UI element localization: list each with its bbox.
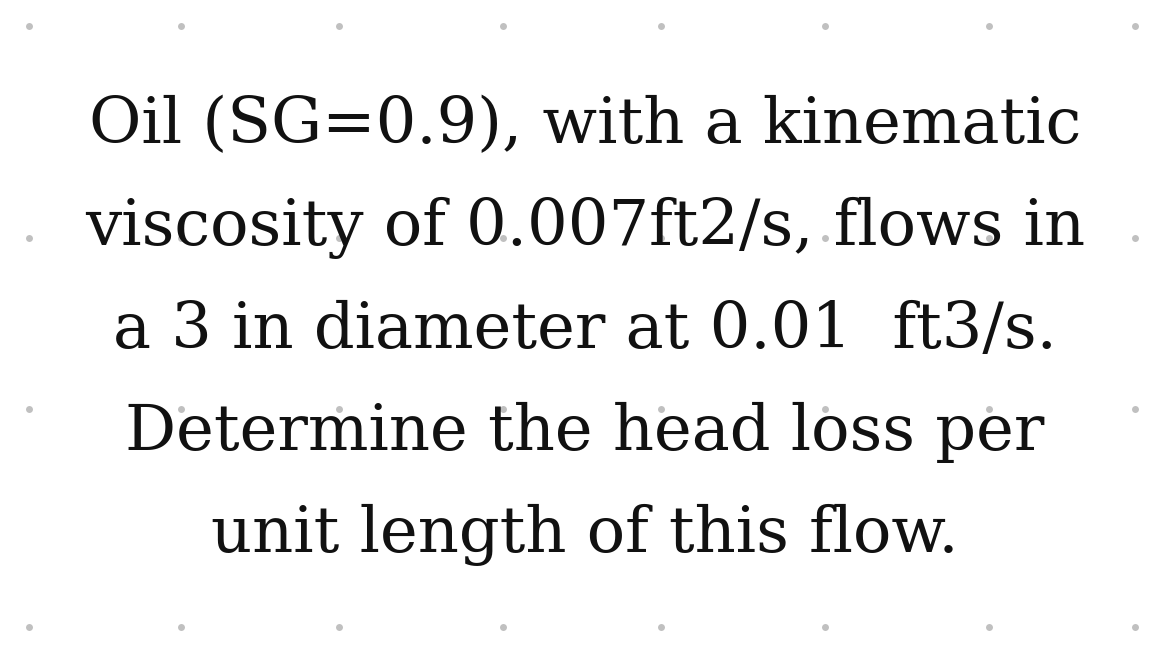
Text: Determine the head loss per: Determine the head loss per: [125, 402, 1045, 463]
Text: a 3 in diameter at 0.01  ft3/s.: a 3 in diameter at 0.01 ft3/s.: [113, 300, 1057, 360]
Text: viscosity of 0.007ft2/s, flows in: viscosity of 0.007ft2/s, flows in: [85, 197, 1085, 259]
Text: unit length of this flow.: unit length of this flow.: [212, 504, 958, 566]
Text: Oil (SG=0.9), with a kinematic: Oil (SG=0.9), with a kinematic: [89, 95, 1081, 156]
